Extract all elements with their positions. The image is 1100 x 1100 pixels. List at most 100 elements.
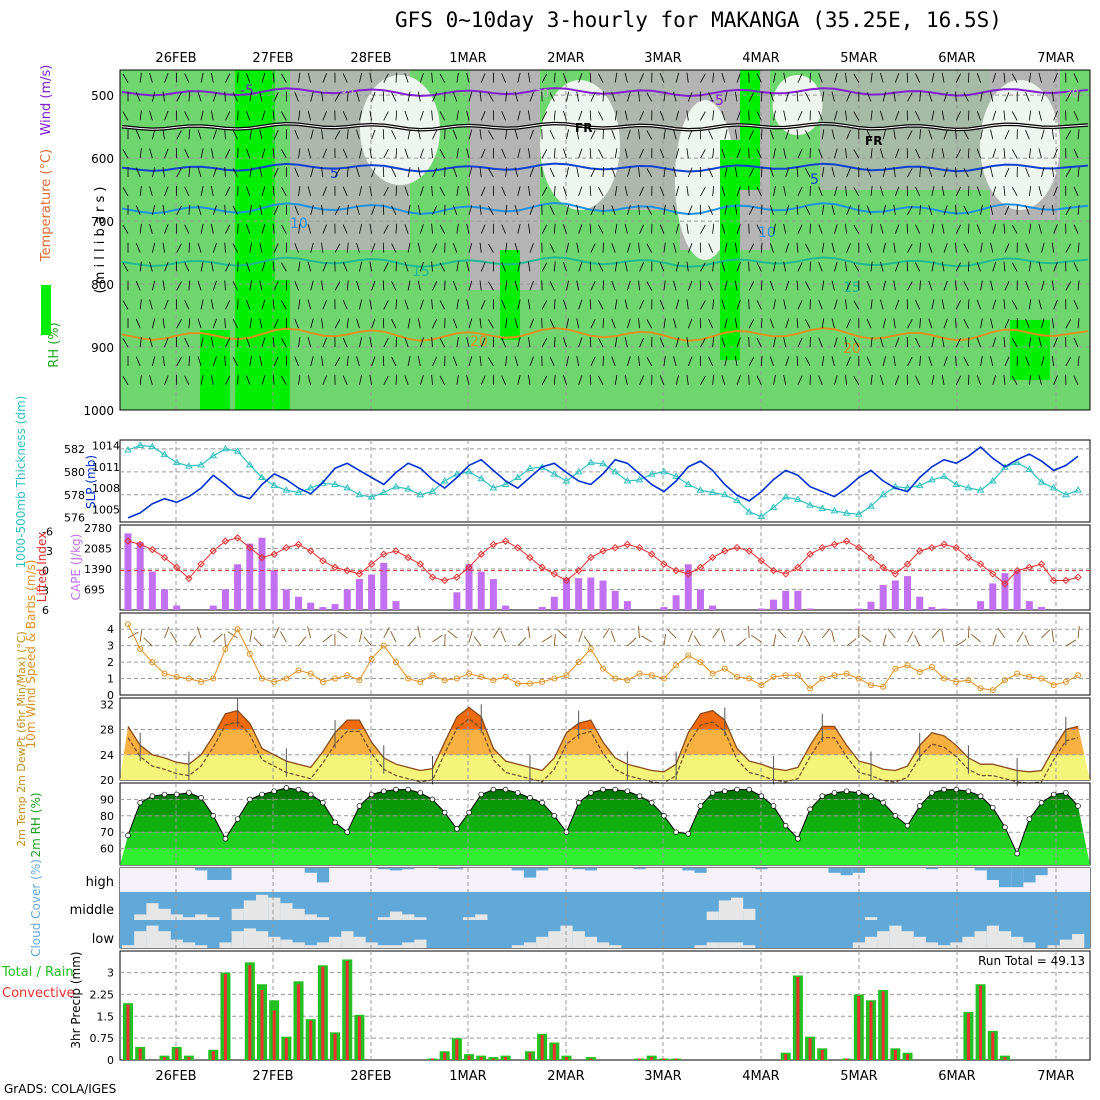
upper-wind-barb: [135, 129, 141, 140]
upper-wind-barb: [894, 186, 900, 197]
upper-wind-barb: [246, 73, 251, 83]
upper-wind-barb: [553, 223, 556, 234]
upper-wind-barb: [611, 356, 616, 367]
upper-wind-barb: [466, 223, 470, 234]
upper-wind-barb: [417, 356, 421, 367]
upper-wind-barb: [1053, 224, 1058, 234]
freezing-level-label: FR: [865, 134, 882, 148]
upper-wind-barb: [1065, 319, 1072, 329]
upper-wind-barb: [417, 129, 421, 140]
wind10m-point: [587, 645, 594, 652]
upper-wind-barb: [992, 224, 997, 234]
upper-wind-barb: [1073, 262, 1079, 272]
upper-wind-barb: [334, 205, 341, 216]
cape-bar: [904, 576, 912, 610]
upper-wind-barb: [566, 204, 569, 215]
cloud-layer-bar: [572, 931, 585, 948]
precip-convective-bar: [528, 1052, 532, 1060]
upper-wind-barb: [212, 280, 217, 291]
lifted-index-point: [587, 553, 595, 562]
upper-wind-barb: [419, 186, 424, 197]
upper-wind-barb: [439, 186, 446, 197]
cloud-high-bar: [523, 868, 537, 878]
wind10m-barb: [602, 627, 610, 639]
upper-wind-barb: [342, 73, 348, 83]
wind10m-point: [332, 675, 339, 682]
thickness-point: [842, 509, 851, 516]
cloud-layer-bar: [718, 900, 732, 920]
upper-wind-barb: [456, 374, 459, 385]
wind10m-barb: [773, 634, 777, 647]
temp-band-28-32: [120, 707, 1090, 730]
upper-wind-barb: [870, 374, 873, 385]
upper-wind-barb: [395, 261, 398, 272]
cloud-layer-bar: [864, 936, 878, 948]
cape-bar: [307, 602, 315, 610]
cloud-layer-bar: [158, 931, 171, 948]
upper-wind-barb: [963, 281, 969, 291]
upper-wind-barb: [760, 242, 763, 253]
thickness-point: [452, 470, 461, 477]
upper-wind-barb: [395, 185, 398, 196]
precip-convective-bar: [869, 1001, 873, 1060]
upper-wind-barb: [356, 91, 360, 102]
rh2m-point: [904, 822, 911, 829]
upper-wind-barb: [818, 337, 823, 348]
wind10m-barb: [687, 630, 694, 643]
upper-wind-barb: [452, 280, 458, 291]
upper-wind-barb: [626, 242, 631, 253]
lifted-index-point: [696, 563, 705, 572]
cloud-layer-bar: [414, 917, 427, 920]
upper-wind-barb: [773, 110, 776, 121]
upper-wind-barb: [712, 374, 715, 385]
upper-wind-barb: [431, 337, 433, 348]
wind10m-barb: [493, 627, 500, 639]
upper-wind-barb: [882, 205, 886, 215]
upper-wind-barb: [659, 73, 665, 83]
upper-wind-barb: [708, 205, 714, 215]
precip-convective-bar: [491, 1058, 495, 1060]
wind10m-point: [198, 678, 205, 685]
upper-wind-barb: [1041, 167, 1045, 178]
upper-wind-barb: [369, 299, 372, 310]
upper-wind-barb: [931, 186, 935, 197]
upper-wind-barb: [955, 262, 961, 272]
upper-wind-barb: [553, 185, 556, 196]
upper-wind-barb: [907, 205, 913, 216]
upper-wind-barb: [1073, 148, 1079, 159]
wind10m-barb: [1077, 626, 1080, 639]
upper-wind-barb: [831, 167, 835, 178]
upper-wind-barb: [831, 205, 835, 215]
upper-wind-barb: [237, 223, 239, 234]
upper-wind-barb: [261, 72, 266, 83]
upper-wind-barb: [846, 92, 851, 102]
cloud-layer-bar: [523, 942, 537, 948]
upper-wind-barb: [928, 318, 933, 329]
cloud-high-bar: [536, 868, 549, 871]
wind10m-point: [734, 673, 740, 680]
rh2m-point: [502, 786, 509, 793]
upper-wind-barb: [624, 148, 628, 159]
upper-wind-barb: [866, 205, 872, 215]
upper-wind-barb: [1073, 186, 1079, 197]
upper-wind-barb: [1011, 186, 1018, 197]
thickness-point: [952, 480, 961, 487]
upper-wind-barb: [224, 167, 226, 178]
upper-wind-barb: [638, 355, 640, 366]
upper-wind-barb: [563, 110, 567, 121]
cape-bar: [587, 577, 595, 610]
rh2m-point: [734, 786, 740, 793]
temp-axis-label: 2m Temp 2m DewPt (6hr Min/Max) (°C): [15, 631, 28, 847]
lifted-index-point: [343, 566, 351, 575]
lifted-index-point: [1013, 566, 1021, 575]
wind10m-point: [697, 659, 704, 666]
wind10m-point: [770, 673, 777, 680]
upper-wind-barb: [614, 186, 618, 196]
upper-wind-barb: [346, 280, 349, 291]
upper-wind-barb: [322, 375, 327, 385]
upper-wind-barb: [359, 223, 363, 234]
wind10m-point: [709, 670, 716, 677]
wind10m-barb: [667, 629, 677, 639]
upper-wind-barb: [514, 167, 519, 178]
upper-wind-barb: [915, 262, 921, 272]
